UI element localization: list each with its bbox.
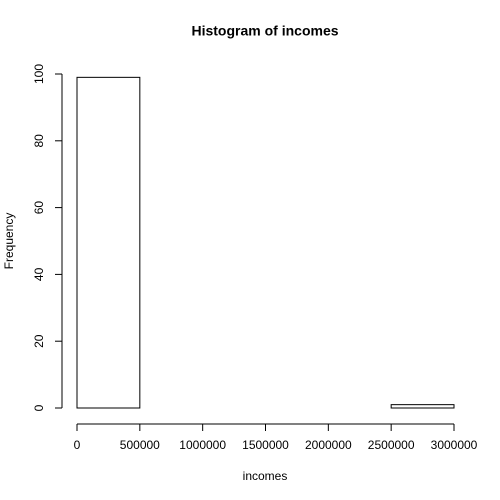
bar [76, 76, 141, 409]
y-tick-label: 40 [32, 267, 46, 281]
x-tick-label: 1500000 [242, 438, 289, 452]
bar [390, 404, 455, 409]
y-tick-label: 80 [32, 134, 46, 148]
x-tick-label: 0 [74, 438, 81, 452]
y-tick-label: 0 [32, 404, 46, 411]
y-axis-label: Frequency [2, 213, 16, 270]
x-tick-label: 500000 [120, 438, 160, 452]
x-axis-label: incomes [243, 469, 288, 483]
chart-title: Histogram of incomes [191, 23, 338, 39]
y-tick-label: 20 [32, 334, 46, 348]
x-tick-label: 2500000 [368, 438, 415, 452]
y-tick-label: 100 [32, 64, 46, 84]
x-tick-label: 3000000 [431, 438, 478, 452]
x-tick-label: 1000000 [179, 438, 226, 452]
x-tick-label: 2000000 [305, 438, 352, 452]
y-tick-label: 60 [32, 201, 46, 215]
